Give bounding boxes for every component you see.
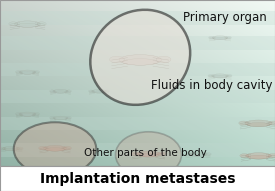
Bar bbox=[0, 36, 275, 50]
Ellipse shape bbox=[213, 75, 227, 78]
Ellipse shape bbox=[239, 121, 248, 125]
Ellipse shape bbox=[34, 71, 40, 73]
Ellipse shape bbox=[9, 22, 18, 26]
Ellipse shape bbox=[17, 147, 23, 150]
Ellipse shape bbox=[66, 117, 72, 119]
Ellipse shape bbox=[245, 120, 272, 127]
Ellipse shape bbox=[158, 152, 166, 156]
Bar bbox=[0, 117, 275, 130]
Ellipse shape bbox=[15, 71, 21, 73]
Ellipse shape bbox=[54, 91, 67, 93]
Ellipse shape bbox=[37, 22, 46, 26]
Ellipse shape bbox=[39, 146, 46, 150]
Ellipse shape bbox=[54, 117, 67, 120]
Ellipse shape bbox=[64, 146, 72, 150]
Ellipse shape bbox=[90, 10, 190, 105]
Ellipse shape bbox=[248, 155, 270, 159]
Bar bbox=[0, 166, 275, 191]
Ellipse shape bbox=[122, 59, 158, 65]
Ellipse shape bbox=[50, 117, 55, 119]
Ellipse shape bbox=[116, 132, 182, 178]
Ellipse shape bbox=[4, 148, 18, 151]
Ellipse shape bbox=[208, 74, 214, 77]
Bar bbox=[0, 143, 275, 157]
Ellipse shape bbox=[131, 152, 139, 156]
Ellipse shape bbox=[20, 72, 35, 74]
Ellipse shape bbox=[205, 153, 211, 155]
Ellipse shape bbox=[109, 56, 124, 63]
Bar bbox=[0, 0, 275, 166]
Ellipse shape bbox=[185, 153, 191, 155]
Ellipse shape bbox=[19, 70, 36, 74]
Ellipse shape bbox=[189, 152, 207, 156]
Ellipse shape bbox=[15, 21, 40, 27]
Text: Primary organ: Primary organ bbox=[183, 11, 267, 24]
Ellipse shape bbox=[212, 36, 228, 40]
Ellipse shape bbox=[3, 146, 19, 151]
Ellipse shape bbox=[93, 91, 105, 93]
Ellipse shape bbox=[156, 56, 171, 63]
Bar bbox=[0, 11, 275, 25]
Ellipse shape bbox=[246, 153, 271, 159]
Ellipse shape bbox=[190, 154, 206, 156]
Ellipse shape bbox=[53, 116, 68, 120]
Ellipse shape bbox=[14, 122, 96, 176]
Ellipse shape bbox=[44, 146, 66, 151]
Ellipse shape bbox=[92, 89, 106, 93]
Ellipse shape bbox=[213, 37, 227, 40]
Ellipse shape bbox=[16, 23, 38, 27]
Ellipse shape bbox=[209, 36, 214, 39]
Ellipse shape bbox=[50, 90, 55, 92]
Ellipse shape bbox=[247, 123, 270, 127]
Ellipse shape bbox=[136, 151, 161, 157]
Bar bbox=[0, 63, 275, 76]
Ellipse shape bbox=[268, 154, 275, 158]
Ellipse shape bbox=[104, 90, 109, 92]
Ellipse shape bbox=[0, 147, 5, 150]
Ellipse shape bbox=[45, 148, 65, 151]
Ellipse shape bbox=[15, 113, 21, 115]
Ellipse shape bbox=[138, 153, 159, 157]
Ellipse shape bbox=[20, 114, 35, 116]
Text: Other parts of the body: Other parts of the body bbox=[84, 148, 207, 158]
Ellipse shape bbox=[240, 154, 249, 158]
Ellipse shape bbox=[226, 74, 232, 77]
Text: Fluids in body cavity: Fluids in body cavity bbox=[151, 79, 272, 92]
Ellipse shape bbox=[269, 121, 275, 125]
Ellipse shape bbox=[212, 74, 228, 78]
Text: Implantation metastases: Implantation metastases bbox=[40, 172, 235, 186]
Ellipse shape bbox=[53, 89, 68, 93]
Ellipse shape bbox=[226, 36, 231, 39]
Ellipse shape bbox=[19, 112, 36, 116]
Ellipse shape bbox=[34, 113, 40, 115]
Ellipse shape bbox=[119, 55, 161, 65]
Ellipse shape bbox=[89, 90, 94, 92]
Bar bbox=[0, 90, 275, 103]
Ellipse shape bbox=[66, 90, 72, 92]
